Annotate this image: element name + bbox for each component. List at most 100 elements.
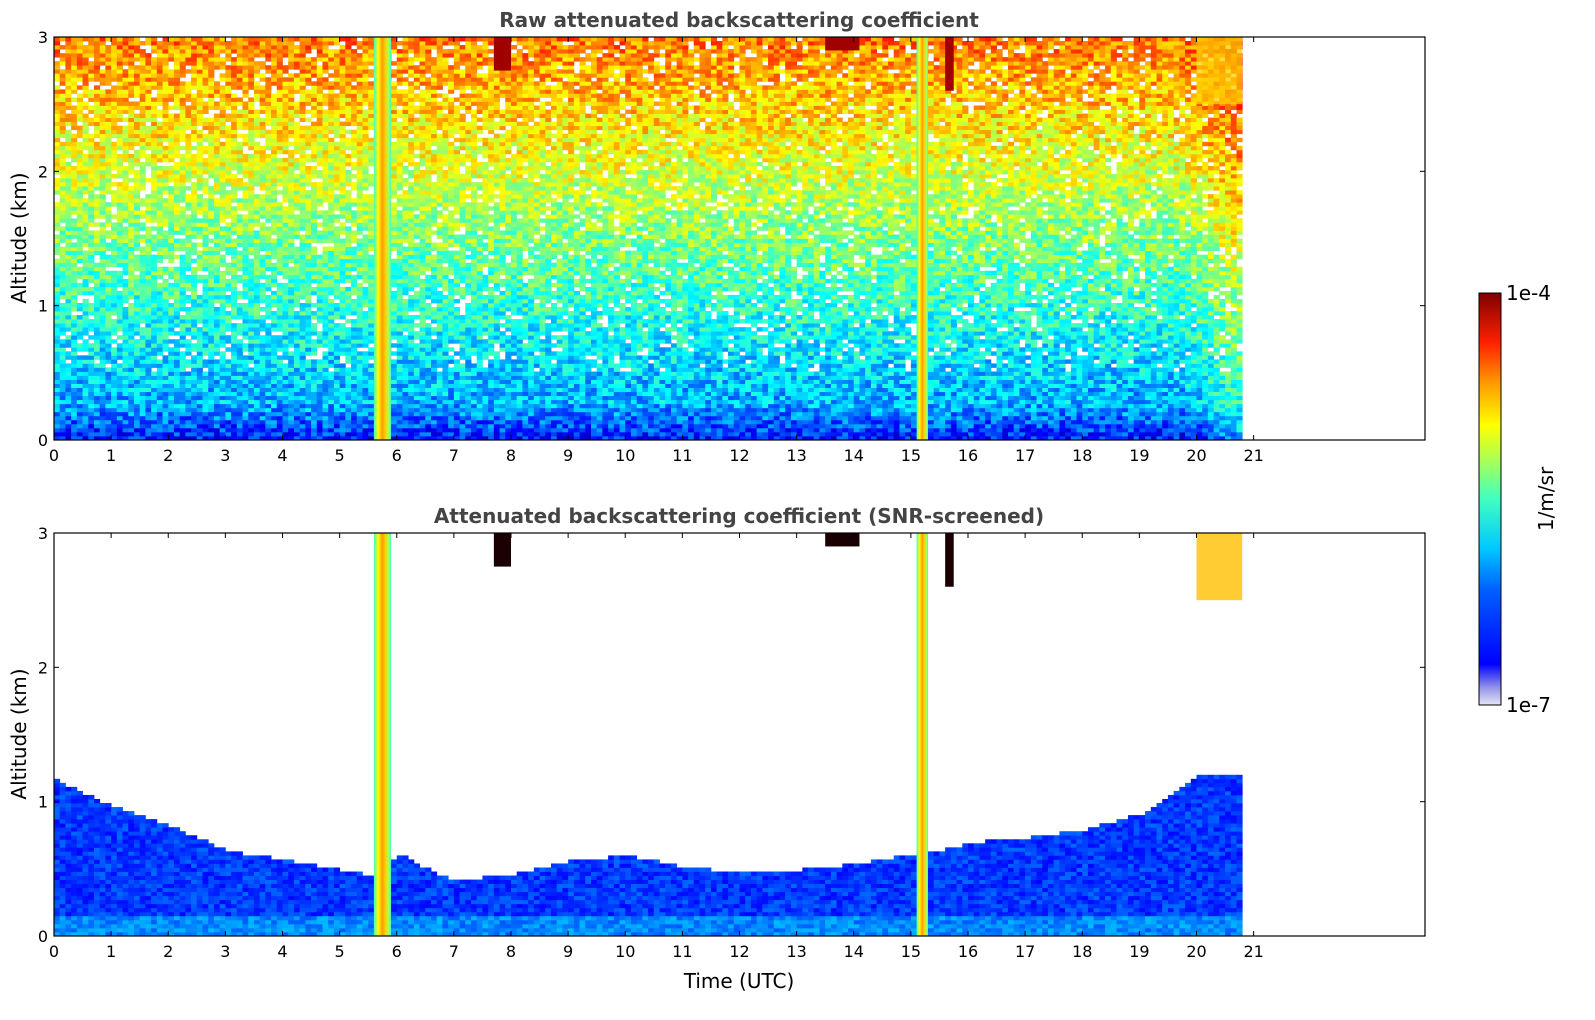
heatmap-cell	[116, 133, 123, 139]
heatmap-cell	[276, 435, 283, 440]
heatmap-cell	[339, 73, 346, 78]
heatmap-cell	[99, 391, 106, 397]
heatmap-cell	[299, 77, 306, 82]
heatmap-cell	[191, 97, 198, 102]
heatmap-cell	[248, 395, 255, 401]
heatmap-cell	[196, 419, 203, 425]
heatmap-cell	[265, 351, 272, 356]
heatmap-cell	[99, 198, 106, 203]
heatmap-cell	[116, 93, 123, 98]
heatmap-cell	[253, 37, 261, 42]
heatmap-cell	[282, 77, 289, 82]
heatmap-cell	[236, 53, 243, 58]
heatmap-cell	[225, 161, 232, 167]
heatmap-cell	[88, 234, 95, 239]
heatmap-cell	[99, 270, 106, 276]
heatmap-cell	[305, 57, 312, 62]
heatmap-cell	[133, 298, 141, 304]
heatmap-cell	[128, 415, 135, 421]
heatmap-cell	[168, 379, 175, 384]
heatmap-cell	[208, 367, 215, 372]
heatmap-cell	[54, 49, 61, 54]
heatmap-cell	[311, 202, 318, 207]
heatmap-cell	[162, 387, 169, 393]
heatmap-cell	[219, 61, 226, 66]
heatmap-cell	[259, 153, 266, 159]
heatmap-cell	[305, 266, 312, 272]
heatmap-cell	[276, 77, 283, 82]
heatmap-cell	[196, 93, 203, 98]
heatmap-cell	[59, 311, 66, 316]
heatmap-cell	[116, 137, 123, 143]
heatmap-cell	[151, 214, 158, 219]
heatmap-cell	[305, 431, 312, 437]
heatmap-cell	[145, 161, 152, 167]
heatmap-cell	[93, 242, 101, 247]
heatmap-cell	[282, 210, 289, 215]
heatmap-cell	[356, 129, 363, 135]
heatmap-cell	[271, 315, 278, 320]
heatmap-cell	[179, 335, 186, 340]
heatmap-cell	[99, 153, 106, 159]
heatmap-cell	[162, 230, 169, 235]
heatmap-cell	[105, 121, 112, 127]
heatmap-cell	[139, 371, 146, 376]
heatmap-cell	[213, 331, 221, 336]
heatmap-cell	[305, 403, 312, 409]
heatmap-cell	[253, 97, 261, 102]
heatmap-cell	[248, 230, 255, 235]
heatmap-cell	[151, 246, 158, 251]
heatmap-cell	[231, 294, 238, 300]
heatmap-cell	[288, 319, 295, 324]
heatmap-cell	[351, 234, 358, 239]
heatmap-cell	[213, 435, 221, 440]
heatmap-cell	[328, 270, 335, 276]
heatmap-cell	[213, 423, 221, 429]
heatmap-cell	[356, 222, 363, 227]
heatmap-cell	[54, 117, 61, 123]
heatmap-cell	[156, 379, 163, 384]
heatmap-cell	[99, 89, 106, 94]
heatmap-cell	[219, 311, 226, 316]
heatmap-cell	[133, 238, 141, 243]
heatmap-cell	[88, 206, 95, 211]
heatmap-cell	[179, 298, 186, 304]
heatmap-cell	[99, 387, 106, 393]
heatmap-cell	[276, 202, 283, 207]
heatmap-cell	[76, 53, 83, 58]
heatmap-cell	[311, 133, 318, 139]
heatmap-cell	[76, 133, 83, 139]
heatmap-cell	[259, 399, 266, 405]
heatmap-cell	[288, 302, 295, 308]
heatmap-cell	[225, 367, 232, 372]
heatmap-cell	[145, 286, 152, 292]
heatmap-cell	[213, 89, 221, 94]
heatmap-cell	[65, 129, 72, 135]
heatmap-cell	[316, 214, 323, 219]
heatmap-cell	[219, 399, 226, 405]
heatmap-cell	[122, 218, 129, 223]
heatmap-cell	[265, 198, 272, 203]
heatmap-cell	[116, 242, 123, 247]
heatmap-cell	[316, 186, 323, 191]
heatmap-cell	[259, 419, 266, 425]
heatmap-cell	[248, 294, 255, 300]
heatmap-cell	[145, 375, 152, 380]
heatmap-cell	[122, 266, 129, 272]
heatmap-cell	[59, 367, 66, 372]
heatmap-cell	[213, 45, 221, 50]
heatmap-cell	[208, 230, 215, 235]
heatmap-cell	[173, 427, 181, 433]
heatmap-cell	[76, 105, 83, 110]
heatmap-cell	[351, 307, 358, 312]
heatmap-cell	[82, 282, 89, 288]
heatmap-cell	[351, 323, 358, 328]
heatmap-cell	[71, 69, 78, 74]
heatmap-cell	[82, 242, 89, 247]
heatmap-cell	[128, 77, 135, 82]
heatmap-cell	[122, 93, 129, 98]
heatmap-cell	[76, 343, 83, 348]
heatmap-cell	[219, 113, 226, 118]
heatmap-cell	[168, 198, 175, 203]
heatmap-cell	[145, 238, 152, 243]
